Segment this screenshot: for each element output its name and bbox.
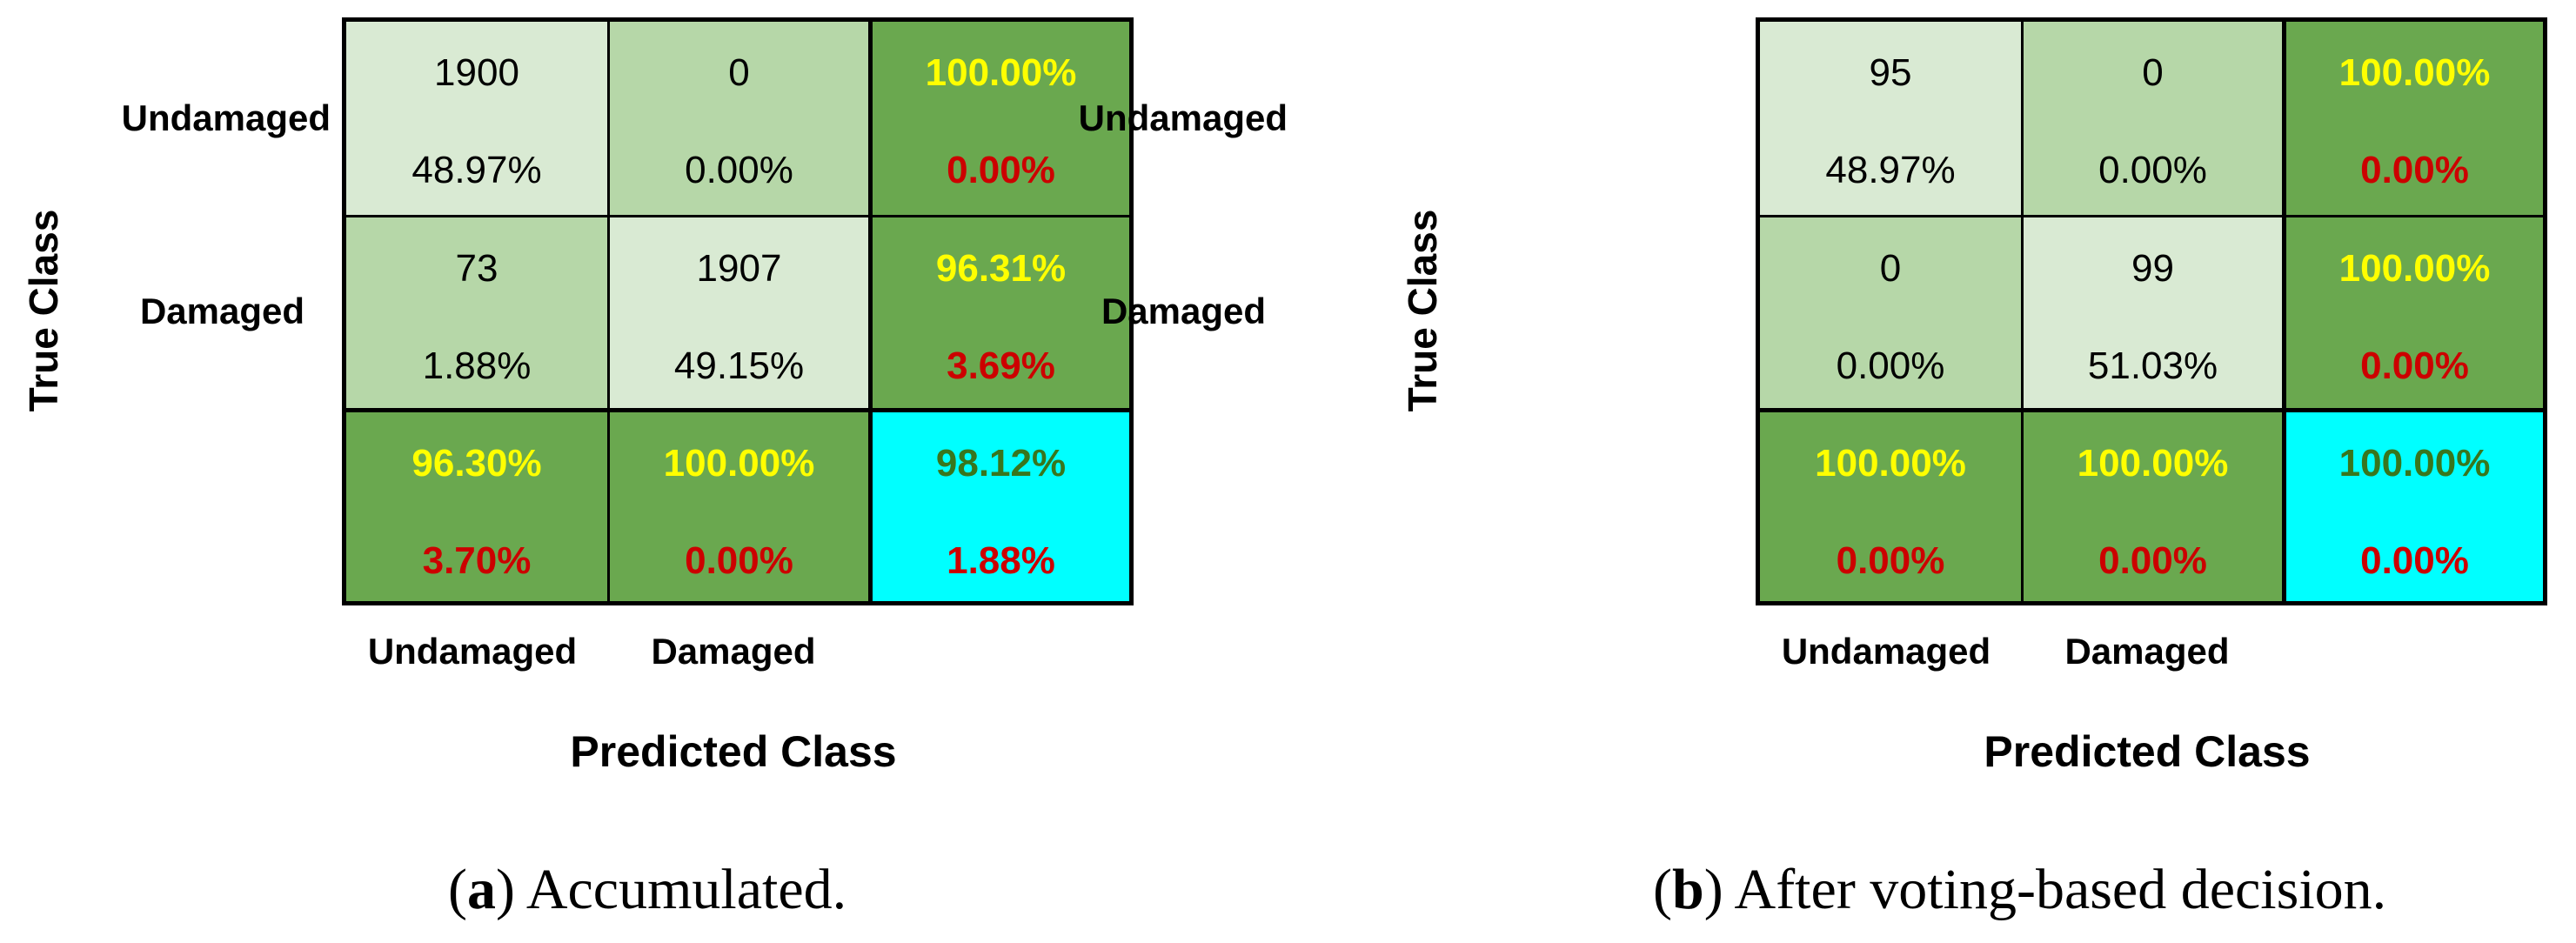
cell-overall: 98.12% 1.88% [868, 408, 1129, 601]
cell-tn: 1900 48.97% [346, 22, 607, 215]
cell-row-summary-2: 100.00% 0.00% [2282, 215, 2543, 408]
row-label-undamaged: Undamaged [1078, 97, 1288, 138]
row-label-undamaged: Undamaged [121, 97, 331, 138]
col-label-undamaged: Undamaged [367, 631, 578, 672]
col-label-damaged: Damaged [651, 631, 816, 672]
cell-col-summary-2: 100.00% 0.00% [607, 408, 868, 601]
confusion-matrix-b: 95 48.97% 0 0.00% 100.00% 0.00% 0 0.00% … [1756, 17, 2547, 605]
col-label-undamaged: Undamaged [1781, 631, 1991, 672]
x-axis-label: Predicted Class [1984, 727, 2311, 776]
cell-row-summary-2: 96.31% 3.69% [868, 215, 1129, 408]
confusion-matrix-a: 1900 48.97% 0 0.00% 100.00% 0.00% 73 1.8… [342, 17, 1134, 605]
row-label-damaged: Damaged [1101, 291, 1266, 331]
y-axis-label: True Class [1400, 209, 1445, 412]
cell-fn: 0 0.00% [1760, 215, 2021, 408]
cell-col-summary-1: 100.00% 0.00% [1760, 408, 2021, 601]
cell-row-summary-1: 100.00% 0.00% [868, 22, 1129, 215]
col-label-damaged: Damaged [2064, 631, 2230, 672]
cell-tp: 1907 49.15% [607, 215, 868, 408]
cell-col-summary-1: 96.30% 3.70% [346, 408, 607, 601]
cell-row-summary-1: 100.00% 0.00% [2282, 22, 2543, 215]
x-axis-label: Predicted Class [570, 727, 897, 776]
chart-panel-a: True Class Undamaged Damaged 1900 48.97%… [21, 17, 1134, 921]
cell-tn: 95 48.97% [1760, 22, 2021, 215]
y-axis-label: True Class [21, 209, 66, 412]
cell-col-summary-2: 100.00% 0.00% [2021, 408, 2282, 601]
row-label-damaged: Damaged [139, 291, 304, 331]
chart-panel-b: True Class Undamaged Damaged 95 48.97% 0… [1079, 0, 2575, 943]
cell-overall: 100.00% 0.00% [2282, 408, 2543, 601]
cell-fp: 0 0.00% [2021, 22, 2282, 215]
caption-b: (b) After voting-based decision. [1653, 858, 2387, 921]
cell-tp: 99 51.03% [2021, 215, 2282, 408]
caption-a: (a) Accumulated. [448, 858, 847, 921]
cell-fp: 0 0.00% [607, 22, 868, 215]
cell-fn: 73 1.88% [346, 215, 607, 408]
